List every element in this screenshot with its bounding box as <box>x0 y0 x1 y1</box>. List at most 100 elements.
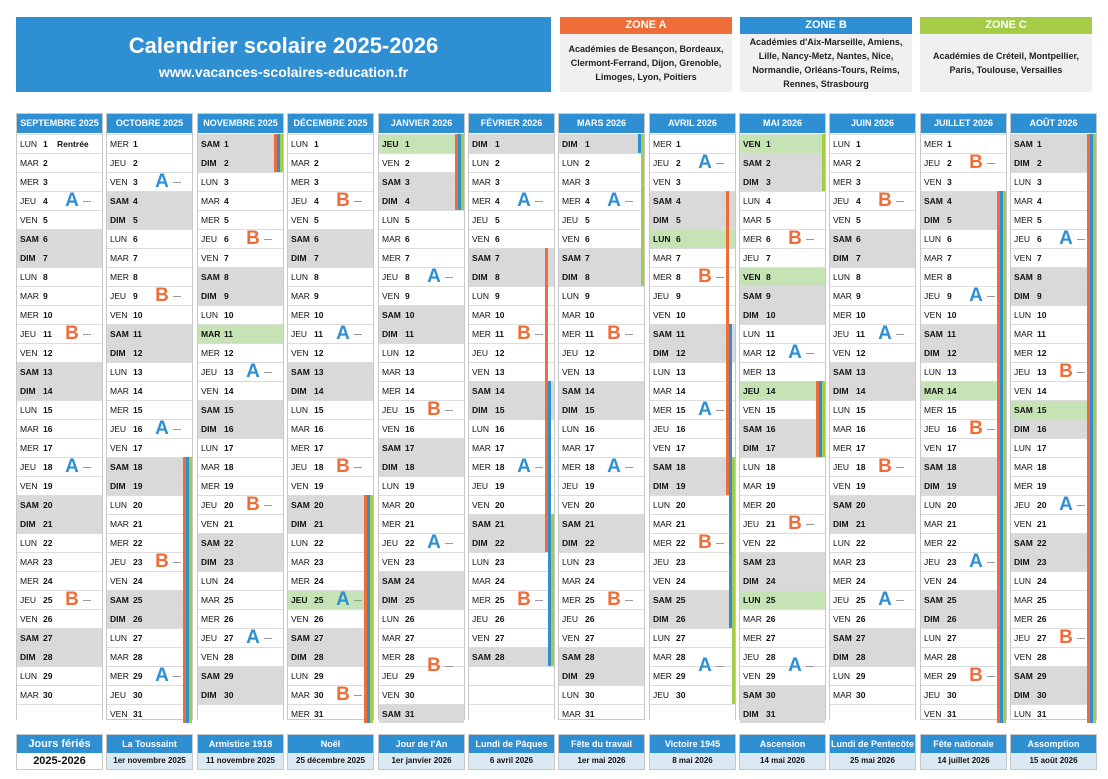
day-number: 19 <box>676 481 686 491</box>
day-number: 11 <box>43 329 52 339</box>
day-row: LUN 9 <box>559 286 644 305</box>
weekday-label: SAM <box>110 329 129 339</box>
day-number: 10 <box>947 310 957 320</box>
day-number: 24 <box>495 576 505 586</box>
day-row: JEU 11 <box>17 324 102 343</box>
day-row: SAM 30 <box>740 685 825 704</box>
weekday-label: MER <box>201 481 220 491</box>
day-row: LUN 27 <box>650 628 735 647</box>
weekday-label: DIM <box>924 215 940 225</box>
weekday-label: SAM <box>201 272 220 282</box>
day-number: 15 <box>856 405 866 415</box>
weekday-label: SAM <box>201 405 220 415</box>
day-row: VEN 28 <box>198 647 283 666</box>
day-number: 5 <box>224 215 229 225</box>
weekday-label: VEN <box>291 215 309 225</box>
day-number: 22 <box>947 538 957 548</box>
day-row: VEN 24 <box>650 571 735 590</box>
weekday-label: JEU <box>201 367 218 377</box>
day-number: 24 <box>676 576 686 586</box>
ferie-date: 11 novembre 2025 <box>198 753 283 769</box>
day-number: 15 <box>495 405 505 415</box>
weekday-label: VEN <box>1014 519 1032 529</box>
day-number: 9 <box>133 291 138 301</box>
weekday-label: DIM <box>201 424 217 434</box>
day-number: 4 <box>766 196 771 206</box>
day-number: 4 <box>495 196 500 206</box>
day-number: 24 <box>947 576 957 586</box>
weekday-label: DIM <box>743 310 759 320</box>
day-number: 1 <box>856 139 861 149</box>
day-number: 28 <box>43 652 53 662</box>
ferie-name: Armistice 1918 <box>198 735 283 753</box>
day-row: DIM 26 <box>921 609 1006 628</box>
day-row: VEN 7 <box>1011 248 1096 267</box>
month-column: OCTOBRE 2025 MER 1 JEU 2 VEN 3 SAM 4 DIM 5 LUN 6 MAR 7… <box>106 113 193 723</box>
day-row: MER 8 <box>650 267 735 286</box>
day-number: 15 <box>133 405 143 415</box>
weekday-label: SAM <box>382 177 401 187</box>
day-number: 9 <box>314 291 319 301</box>
day-number: 9 <box>856 291 861 301</box>
day-number: 29 <box>405 671 415 681</box>
day-number: 4 <box>1037 196 1042 206</box>
day-number: 15 <box>676 405 686 415</box>
ferie-box: La Toussaint 1er novembre 2025 <box>106 734 193 770</box>
weekday-label: JEU <box>924 690 941 700</box>
week-zone-label: A <box>246 626 260 648</box>
day-row: MER 21 <box>379 514 464 533</box>
day-row: DIM 12 <box>921 343 1006 362</box>
weekday-label: MER <box>291 443 310 453</box>
day-row: VEN 31 <box>107 704 192 723</box>
week-zone-label: A <box>969 284 983 306</box>
weekday-label: MER <box>653 272 672 282</box>
day-row: JEU 13 <box>1011 362 1096 381</box>
empty-day <box>469 666 554 685</box>
day-row: JEU 2 <box>650 153 735 172</box>
day-number: 13 <box>405 367 415 377</box>
day-number: 24 <box>133 576 143 586</box>
day-number: 23 <box>314 557 324 567</box>
weekday-label: LUN <box>562 557 580 567</box>
weekday-label: VEN <box>110 443 128 453</box>
day-number: 6 <box>314 234 319 244</box>
day-number: 2 <box>224 158 229 168</box>
month-header: MAI 2026 <box>740 114 825 133</box>
weekday-label: VEN <box>833 215 851 225</box>
day-number: 6 <box>766 234 771 244</box>
day-row: MAR 7 <box>650 248 735 267</box>
weekday-label: DIM <box>110 481 126 491</box>
weekday-label: JEU <box>653 424 670 434</box>
day-number: 9 <box>766 291 771 301</box>
month-header: DÉCEMBRE 2025 <box>288 114 373 133</box>
day-number: 4 <box>405 196 410 206</box>
day-number: 9 <box>224 291 229 301</box>
weekday-label: SAM <box>833 500 852 510</box>
day-row: JEU 1 <box>379 134 464 153</box>
day-number: 7 <box>947 253 952 263</box>
week-zone-label: B <box>1059 626 1073 648</box>
day-row: MAR 21 <box>921 514 1006 533</box>
day-row: SAM 1 <box>198 134 283 153</box>
day-row: SAM 20 <box>288 495 373 514</box>
day-number: 27 <box>43 633 53 643</box>
weekday-label: SAM <box>924 196 943 206</box>
week-tick <box>1077 504 1085 506</box>
day-number: 13 <box>495 367 505 377</box>
day-number: 3 <box>676 177 681 187</box>
weekday-label: SAM <box>201 538 220 548</box>
weekday-label: JEU <box>291 329 308 339</box>
day-row: DIM 12 <box>650 343 735 362</box>
day-number: 18 <box>585 462 595 472</box>
weekday-label: DIM <box>291 253 307 263</box>
day-row: MAR 18 <box>198 457 283 476</box>
day-number: 30 <box>585 690 595 700</box>
day-row: MER 3 <box>17 172 102 191</box>
weekday-label: DIM <box>833 253 849 263</box>
week-zone-label: A <box>65 189 79 211</box>
day-row: VEN 10 <box>107 305 192 324</box>
day-row: DIM 3 <box>740 172 825 191</box>
weekday-label: VEN <box>201 519 219 529</box>
weekday-label: MER <box>110 671 129 681</box>
day-number: 23 <box>405 557 415 567</box>
